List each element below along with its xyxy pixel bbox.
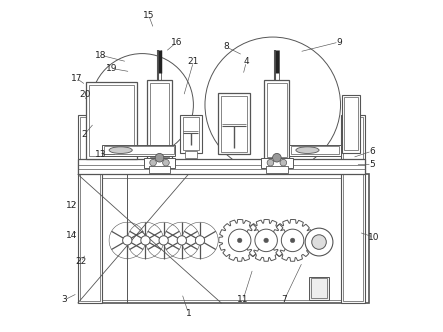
Circle shape [141, 236, 150, 245]
Text: 1: 1 [186, 309, 191, 318]
Text: 15: 15 [143, 11, 155, 20]
Circle shape [123, 236, 132, 245]
Text: 2: 2 [82, 130, 87, 139]
Polygon shape [219, 219, 260, 261]
Bar [309, 277, 329, 300]
Text: 17: 17 [71, 74, 82, 83]
Circle shape [159, 236, 168, 245]
Text: 11: 11 [237, 295, 249, 304]
Text: 9: 9 [336, 38, 342, 46]
Bar [343, 118, 363, 300]
Bar [311, 279, 327, 298]
Ellipse shape [109, 147, 132, 153]
Bar [78, 159, 365, 174]
Text: 4: 4 [244, 57, 249, 66]
Circle shape [163, 159, 169, 166]
Bar [99, 174, 369, 303]
Polygon shape [272, 219, 314, 261]
Text: 16: 16 [171, 38, 183, 46]
Bar [341, 115, 365, 303]
Text: 13: 13 [95, 150, 107, 159]
Bar [267, 83, 287, 157]
Text: 7: 7 [281, 295, 287, 304]
Text: 12: 12 [66, 201, 78, 210]
Bar [266, 166, 288, 173]
Circle shape [281, 229, 304, 252]
Circle shape [312, 235, 326, 249]
Text: 5: 5 [369, 160, 375, 169]
Text: 22: 22 [75, 257, 87, 266]
Bar [78, 115, 102, 303]
Circle shape [150, 159, 156, 166]
Bar [342, 95, 360, 153]
Bar [180, 115, 202, 153]
Bar [104, 146, 174, 154]
Bar [221, 96, 247, 152]
Text: 21: 21 [188, 57, 199, 66]
Circle shape [195, 236, 205, 245]
Circle shape [272, 153, 281, 162]
Circle shape [267, 159, 274, 166]
Polygon shape [245, 219, 287, 261]
Bar [150, 83, 169, 157]
Text: 14: 14 [66, 231, 78, 240]
Ellipse shape [296, 147, 319, 153]
Circle shape [290, 238, 295, 243]
Circle shape [237, 238, 242, 243]
Bar [89, 85, 134, 156]
Bar [86, 82, 137, 159]
Circle shape [255, 229, 277, 252]
Bar [183, 118, 199, 150]
Bar [218, 93, 249, 154]
Text: 18: 18 [95, 51, 107, 60]
Circle shape [229, 229, 251, 252]
Text: 19: 19 [106, 64, 117, 73]
Bar [291, 146, 339, 154]
Text: 10: 10 [368, 233, 379, 242]
Text: 8: 8 [224, 42, 229, 51]
Bar [261, 158, 292, 168]
Bar [147, 80, 172, 159]
Circle shape [177, 236, 187, 245]
Bar [149, 166, 170, 173]
Text: 6: 6 [369, 147, 375, 156]
Circle shape [305, 228, 333, 256]
Bar [102, 144, 175, 156]
Bar [264, 80, 289, 159]
Text: 20: 20 [80, 90, 91, 99]
Circle shape [280, 159, 287, 166]
Bar [102, 178, 365, 300]
Text: 3: 3 [62, 295, 67, 304]
Bar [144, 158, 175, 168]
Circle shape [155, 153, 164, 162]
Bar [345, 97, 358, 150]
Circle shape [264, 238, 268, 243]
Bar [185, 151, 197, 158]
Bar [289, 144, 341, 156]
Bar [80, 118, 100, 300]
